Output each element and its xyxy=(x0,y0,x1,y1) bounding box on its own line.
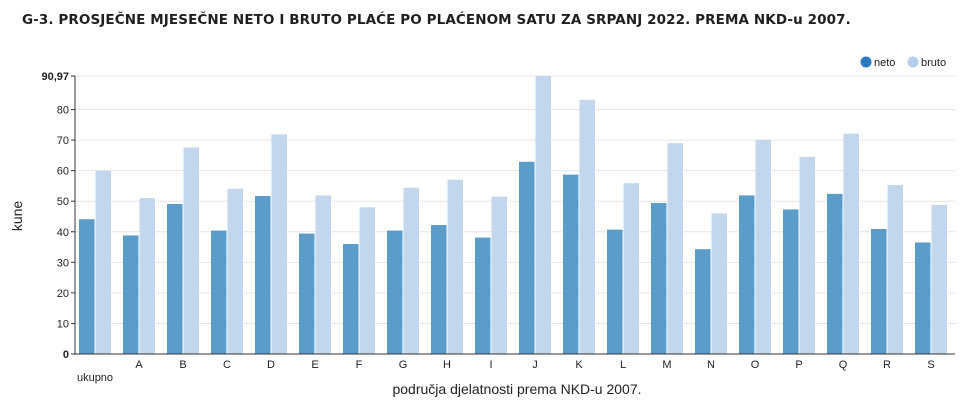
y-tick-label: 0 xyxy=(63,349,69,361)
bar-bruto-N xyxy=(711,213,727,354)
y-tick-label: 50 xyxy=(57,196,69,208)
y-tick-label: 10 xyxy=(57,318,69,330)
bar-bruto-M xyxy=(667,143,683,354)
bar-bruto-A xyxy=(139,198,155,354)
x-axis-ticks: ukupno A B C D E F G H I J K L M N O P Q R S xyxy=(77,359,935,384)
y-axis-ticks: 0 10 20 30 40 50 60 70 80 90,97 xyxy=(41,71,75,361)
grid-lines xyxy=(75,75,955,355)
bar-neto-O xyxy=(739,195,755,354)
y-tick-label: 30 xyxy=(57,257,69,269)
x-tick-label: K xyxy=(575,359,583,371)
bar-neto-C xyxy=(211,230,227,354)
y-tick-label: 60 xyxy=(57,166,69,178)
x-tick-label: ukupno xyxy=(77,372,113,384)
bar-bruto-C xyxy=(227,188,243,354)
bar-neto-S xyxy=(915,242,931,354)
bar-neto-N xyxy=(695,249,711,354)
bar-bruto-E xyxy=(315,195,331,354)
x-tick-label: Q xyxy=(839,359,848,371)
x-tick-label: D xyxy=(267,359,275,371)
x-tick-label: R xyxy=(883,359,891,371)
x-tick-label: B xyxy=(179,359,186,371)
legend: neto bruto xyxy=(860,56,946,69)
bar-bruto-F xyxy=(359,207,375,354)
y-tick-label: 20 xyxy=(57,288,69,300)
x-tick-label: M xyxy=(662,359,671,371)
x-tick-label: P xyxy=(795,359,802,371)
y-tick-label: 80 xyxy=(57,105,69,117)
bar-neto-A xyxy=(123,235,139,354)
x-tick-label: F xyxy=(356,359,363,371)
bar-bruto-S xyxy=(931,204,947,354)
y-tick-label: 40 xyxy=(57,227,69,239)
legend-neto-marker xyxy=(860,56,872,68)
x-tick-label: G xyxy=(399,359,408,371)
bar-bruto-B xyxy=(183,147,199,354)
bar-neto-D xyxy=(255,196,271,354)
bar-neto-K xyxy=(563,174,579,354)
y-tick-label: 70 xyxy=(57,135,69,147)
bars xyxy=(79,76,947,354)
x-tick-label: N xyxy=(707,359,715,371)
x-tick-label: S xyxy=(927,359,934,371)
x-axis-label: područja djelatnosti prema NKD-u 2007. xyxy=(392,381,641,397)
bar-bruto-J xyxy=(535,76,551,354)
bar-bruto-L xyxy=(623,183,639,354)
bar-neto-L xyxy=(607,229,623,354)
bar-neto-P xyxy=(783,209,799,354)
x-tick-label: O xyxy=(751,359,760,371)
x-tick-label: H xyxy=(443,359,451,371)
x-tick-label: L xyxy=(620,359,626,371)
bar-bruto-R xyxy=(887,185,903,354)
x-tick-label: C xyxy=(223,359,231,371)
bar-neto-G xyxy=(387,230,403,354)
bar-neto-E xyxy=(299,233,315,354)
bar-bruto-G xyxy=(403,187,419,354)
x-tick-label: E xyxy=(311,359,318,371)
x-tick-label: I xyxy=(489,359,492,371)
bar-bruto-Q xyxy=(843,133,859,354)
bar-bruto-ukupno xyxy=(95,170,111,354)
x-tick-label: A xyxy=(135,359,143,371)
bar-neto-ukupno xyxy=(79,219,95,354)
chart-title: G-3. PROSJEČNE MJESEČNE NETO I BRUTO PLA… xyxy=(22,12,851,28)
bar-bruto-H xyxy=(447,179,463,354)
bar-neto-Q xyxy=(827,193,843,354)
bar-bruto-O xyxy=(755,139,771,354)
legend-neto-label: neto xyxy=(874,57,895,69)
y-axis-label: kune xyxy=(9,201,25,232)
bar-neto-M xyxy=(651,203,667,354)
bar-neto-B xyxy=(167,203,183,354)
bar-neto-R xyxy=(871,229,887,354)
bar-bruto-P xyxy=(799,156,815,354)
bar-neto-I xyxy=(475,237,491,354)
bar-neto-H xyxy=(431,225,447,354)
y-tick-label: 90,97 xyxy=(41,71,69,83)
x-tick-label: J xyxy=(532,359,538,371)
bar-neto-F xyxy=(343,243,359,354)
legend-bruto-marker xyxy=(907,56,919,68)
legend-bruto-label: bruto xyxy=(921,57,946,69)
bar-bruto-D xyxy=(271,134,287,354)
bar-neto-J xyxy=(519,161,535,354)
bar-bruto-I xyxy=(491,196,507,354)
bar-bruto-K xyxy=(579,99,595,354)
